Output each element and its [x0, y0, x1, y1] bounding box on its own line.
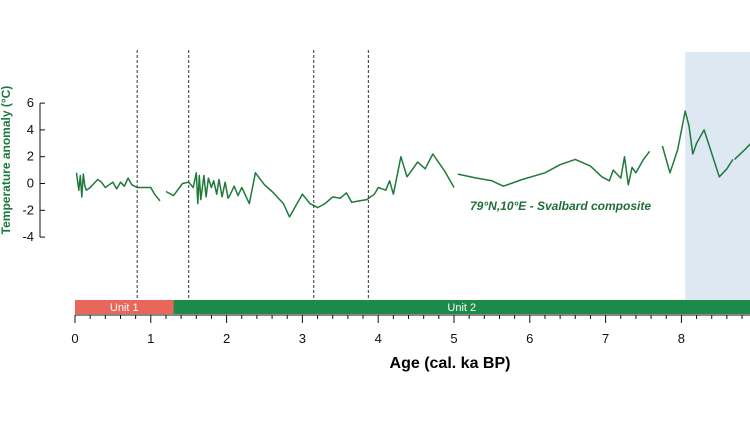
y-tick-label: 6 [27, 95, 34, 110]
x-tick-label: 8 [678, 331, 685, 346]
x-tick-label: 6 [526, 331, 533, 346]
x-axis-label: Age (cal. ka BP) [390, 355, 511, 372]
unit-label: Unit 1 [110, 302, 139, 314]
series-line-segment [661, 110, 734, 178]
x-tick-label: 2 [223, 331, 230, 346]
shaded-region-layer [685, 52, 750, 300]
unit-label: Unit 2 [447, 302, 476, 314]
series-line-segment [733, 143, 750, 160]
series-line-segment [457, 150, 651, 187]
series-line-segment [165, 153, 455, 218]
unit-bar [75, 300, 174, 314]
y-tick-label: -4 [22, 229, 34, 244]
x-tick-label: 5 [450, 331, 457, 346]
x-tick-label: 3 [299, 331, 306, 346]
shaded-region [685, 52, 750, 300]
dashed-lines-layer [136, 50, 369, 300]
x-tick-label: 4 [375, 331, 382, 346]
unit-bar [173, 300, 750, 314]
unit-bars-layer: Unit 1 Unit 2 [75, 300, 750, 314]
x-tick-label: 0 [71, 331, 78, 346]
series-annotation: 79°N,10°E - Svalbard composite [470, 199, 651, 213]
y-tick-label: 2 [27, 149, 34, 164]
x-tick-label: 7 [602, 331, 609, 346]
x-tick-label: 1 [147, 331, 154, 346]
y-tick-label: 4 [27, 122, 34, 137]
data-series-layer [75, 110, 750, 218]
y-axis-label: Temperature anomaly (°C) [0, 86, 13, 235]
y-tick-label: 0 [27, 176, 34, 191]
series-line-segment [75, 172, 161, 202]
axes-layer: 6 4 2 0 -2 -4 0 1 2 3 4 5 6 7 8 [22, 95, 750, 346]
y-tick-label: -2 [22, 202, 34, 217]
